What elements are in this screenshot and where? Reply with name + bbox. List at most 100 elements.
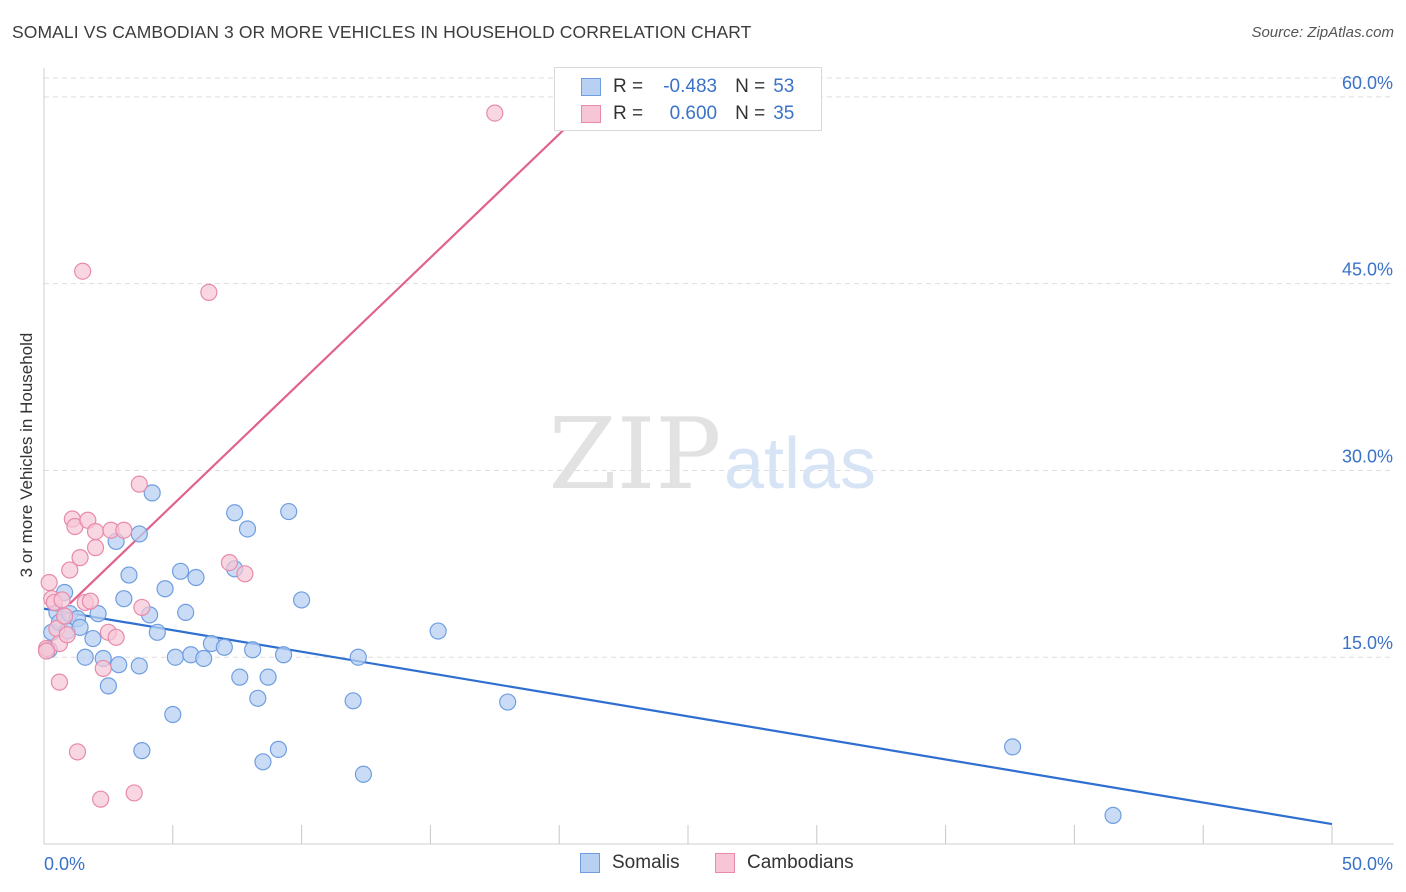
data-point-somali <box>344 692 362 710</box>
data-point-somali <box>349 648 367 666</box>
data-point-somali <box>1104 806 1122 824</box>
y-tick-label: 45.0% <box>1342 260 1393 280</box>
data-point-somali <box>171 562 190 580</box>
data-point-cambodian <box>37 642 56 660</box>
data-point-cambodian <box>56 607 74 625</box>
data-point-somali <box>130 525 148 543</box>
legend-n-label: N = <box>735 76 766 97</box>
data-point-somali <box>499 693 517 711</box>
data-point-somali <box>254 753 272 771</box>
data-point-somali <box>164 705 182 724</box>
data-point-somali <box>429 622 447 640</box>
data-point-cambodian <box>115 521 133 539</box>
legend-n-label: N = <box>735 103 766 124</box>
data-point-somali <box>274 646 293 664</box>
legend-r-value-somali: -0.483 <box>663 76 718 97</box>
data-point-cambodian <box>86 522 105 541</box>
somali-points <box>40 484 1122 824</box>
data-point-cambodian <box>68 743 87 761</box>
data-point-somali <box>269 740 288 758</box>
data-point-cambodian <box>58 626 76 644</box>
data-point-somali <box>84 629 102 648</box>
data-point-cambodian <box>71 549 89 567</box>
data-point-somali <box>259 668 277 686</box>
data-point-cambodian <box>86 539 105 557</box>
data-point-cambodian <box>53 591 71 609</box>
legend-r-label: R = <box>613 76 644 97</box>
data-point-cambodian <box>40 573 58 592</box>
data-point-cambodian <box>220 553 239 572</box>
y-tick-label: 60.0% <box>1342 73 1393 93</box>
cambodian-points <box>37 104 504 808</box>
data-point-somali <box>148 623 166 641</box>
watermark: ZIP atlas <box>549 398 876 512</box>
legend-r-value-cambodian: 0.600 <box>669 103 718 124</box>
data-point-somali <box>143 484 161 502</box>
watermark-zip: ZIP <box>549 398 722 512</box>
data-point-somali <box>238 520 257 538</box>
trend-line-somalis <box>43 607 1333 826</box>
data-point-somali <box>195 649 213 668</box>
data-point-somali <box>110 656 128 674</box>
y-tick-label: 30.0% <box>1342 446 1393 466</box>
legend-swatch-somali <box>581 78 601 96</box>
data-point-somali <box>177 603 195 622</box>
data-point-cambodian <box>50 673 69 691</box>
data-point-cambodian <box>74 262 92 280</box>
data-point-cambodian <box>130 475 148 493</box>
data-point-somali <box>354 765 373 783</box>
data-point-cambodian <box>81 592 99 610</box>
trend-line-cambodians <box>68 121 573 605</box>
data-point-cambodian <box>486 104 504 122</box>
data-point-somali <box>187 568 205 587</box>
data-point-cambodian <box>107 628 125 646</box>
data-point-somali <box>76 648 94 666</box>
data-point-somali <box>156 580 174 598</box>
data-point-cambodian <box>236 565 254 583</box>
data-point-cambodian <box>133 598 151 617</box>
data-point-somali <box>249 689 267 707</box>
data-point-somali <box>215 638 233 656</box>
watermark-atlas: atlas <box>724 424 876 504</box>
data-point-somali <box>244 641 262 659</box>
legend-swatch-cambodians <box>715 853 735 873</box>
source-credit: Source: ZipAtlas.com <box>1251 24 1394 41</box>
legend-label-cambodians: Cambodians <box>747 852 854 873</box>
data-point-cambodian <box>200 283 218 301</box>
data-point-somali <box>231 668 249 686</box>
data-point-somali <box>115 590 133 608</box>
data-point-somali <box>293 591 311 609</box>
x-tick-label-min: 0.0% <box>44 854 85 874</box>
y-tick-label: 15.0% <box>1342 633 1393 653</box>
data-point-somali <box>120 566 138 584</box>
x-tick-label-max: 50.0% <box>1342 854 1393 874</box>
legend-row-cambodian: R = 0.600 N = 35 <box>581 102 794 126</box>
data-point-cambodian <box>61 561 79 579</box>
data-point-somali <box>166 648 184 666</box>
axes <box>43 68 1394 845</box>
legend-item-cambodians[interactable]: Cambodians <box>715 852 854 874</box>
legend-swatch-cambodian <box>581 105 601 123</box>
legend-r-label: R = <box>613 103 644 124</box>
data-point-cambodian <box>94 659 112 678</box>
data-point-somali <box>133 742 151 760</box>
legend-row-somali: R = -0.483 N = 53 <box>581 75 794 99</box>
legend-n-value-cambodian: 35 <box>773 103 795 124</box>
y-axis-label: 3 or more Vehicles in Household <box>17 332 36 578</box>
data-point-somali <box>130 657 148 675</box>
legend-label-somalis: Somalis <box>612 852 680 873</box>
data-point-somali <box>99 677 118 695</box>
tick-labels: 15.0% 30.0% 45.0% 60.0% 0.0% 50.0% <box>44 73 1393 874</box>
legend-item-somalis[interactable]: Somalis <box>580 852 680 874</box>
chart-title: SOMALI VS CAMBODIAN 3 OR MORE VEHICLES I… <box>12 22 752 42</box>
data-point-somali <box>71 618 89 636</box>
data-point-somali <box>280 502 298 521</box>
correlation-legend: R = -0.483 N = 53 R = 0.600 N = 35 <box>554 67 822 131</box>
data-point-cambodian <box>125 784 143 802</box>
data-point-somali <box>226 504 244 522</box>
series-legend: Somalis Cambodians <box>0 852 1406 876</box>
legend-n-value-somali: 53 <box>773 76 795 97</box>
data-point-somali <box>89 605 107 623</box>
data-point-somali <box>1003 738 1022 756</box>
